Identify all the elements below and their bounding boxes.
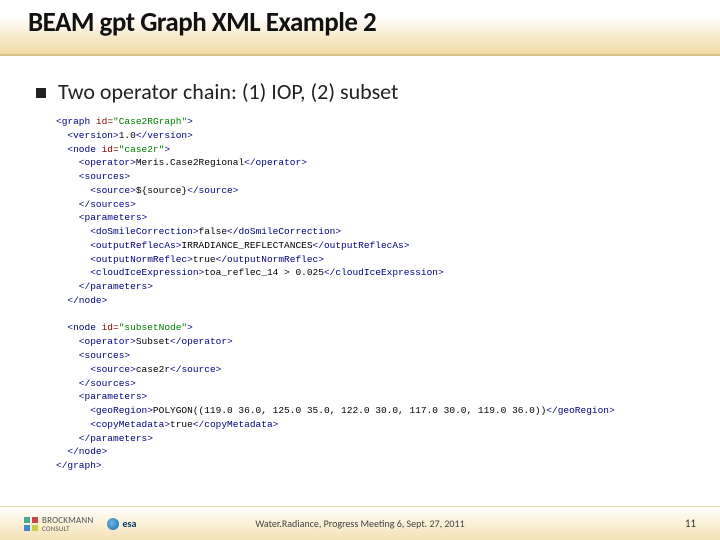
bullet-row: Two operator chain: (1) IOP, (2) subset <box>36 78 720 105</box>
brockmann-sub: CONSULT <box>42 525 93 532</box>
slide-title: BEAM gpt Graph XML Example 2 <box>28 6 692 39</box>
footer-bar: BROCKMANN CONSULT esa Water.Radiance, Pr… <box>0 506 720 540</box>
esa-globe-icon <box>107 518 119 530</box>
brockmann-logo: BROCKMANN CONSULT <box>24 516 93 532</box>
esa-logo: esa <box>107 517 136 530</box>
bullet-square <box>36 88 46 98</box>
bullet-text: Two operator chain: (1) IOP, (2) subset <box>58 78 398 105</box>
brockmann-icon <box>24 517 38 531</box>
title-band: BEAM gpt Graph XML Example 2 <box>0 0 720 56</box>
xml-code-block: <graph id="Case2RGraph"> <version>1.0</v… <box>56 115 684 473</box>
esa-text: esa <box>122 517 136 530</box>
page-number: 11 <box>685 517 696 530</box>
footer-center-text: Water.Radiance, Progress Meeting 6, Sept… <box>255 517 464 530</box>
